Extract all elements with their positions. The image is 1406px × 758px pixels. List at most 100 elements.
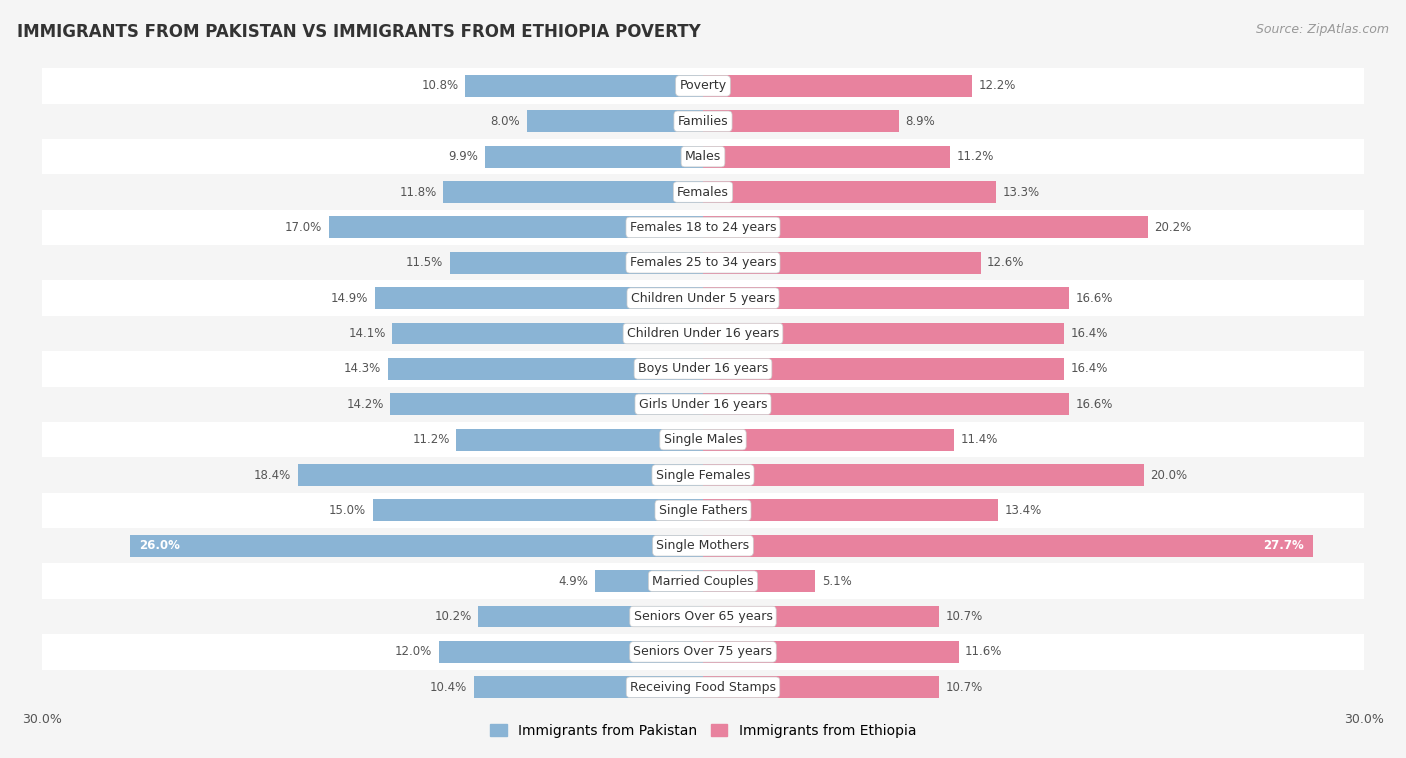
Text: 16.4%: 16.4% (1071, 362, 1108, 375)
Text: 10.8%: 10.8% (422, 80, 458, 92)
Bar (703, 75, 972, 97)
Text: Children Under 16 years: Children Under 16 years (627, 327, 779, 340)
Bar (42, 669, 1364, 705)
Bar (42, 634, 1364, 669)
Bar (703, 287, 1069, 309)
Text: 14.1%: 14.1% (349, 327, 385, 340)
Text: 13.4%: 13.4% (1005, 504, 1042, 517)
Text: 15.0%: 15.0% (329, 504, 366, 517)
Text: 20.0%: 20.0% (1150, 468, 1187, 481)
Bar (42, 493, 1364, 528)
Bar (478, 606, 703, 628)
Text: Single Fathers: Single Fathers (659, 504, 747, 517)
Bar (703, 570, 815, 592)
Bar (375, 287, 703, 309)
Text: 11.5%: 11.5% (406, 256, 443, 269)
Text: 11.4%: 11.4% (960, 433, 998, 446)
Text: 10.4%: 10.4% (430, 681, 467, 694)
Text: 8.9%: 8.9% (905, 114, 935, 128)
Bar (443, 181, 703, 203)
Bar (373, 500, 703, 522)
Text: Girls Under 16 years: Girls Under 16 years (638, 398, 768, 411)
Bar (703, 464, 1143, 486)
Bar (595, 570, 703, 592)
Text: 16.6%: 16.6% (1076, 398, 1112, 411)
Text: Families: Families (678, 114, 728, 128)
Text: Children Under 5 years: Children Under 5 years (631, 292, 775, 305)
Text: 11.6%: 11.6% (965, 645, 1002, 659)
Bar (703, 323, 1064, 344)
Bar (388, 358, 703, 380)
Bar (703, 252, 980, 274)
Bar (703, 500, 998, 522)
Text: Poverty: Poverty (679, 80, 727, 92)
Text: 16.4%: 16.4% (1071, 327, 1108, 340)
Bar (42, 457, 1364, 493)
Bar (42, 245, 1364, 280)
Text: 11.2%: 11.2% (412, 433, 450, 446)
Text: Boys Under 16 years: Boys Under 16 years (638, 362, 768, 375)
Text: Single Females: Single Females (655, 468, 751, 481)
Text: 11.8%: 11.8% (399, 186, 436, 199)
Bar (703, 676, 939, 698)
Bar (450, 252, 703, 274)
Text: 13.3%: 13.3% (1002, 186, 1039, 199)
Bar (42, 280, 1364, 316)
Bar (527, 111, 703, 132)
Bar (131, 535, 703, 556)
Bar (42, 210, 1364, 245)
Text: 11.2%: 11.2% (956, 150, 994, 163)
Bar (329, 217, 703, 238)
Bar (703, 111, 898, 132)
Text: 12.2%: 12.2% (979, 80, 1015, 92)
Text: Females: Females (678, 186, 728, 199)
Text: Females 25 to 34 years: Females 25 to 34 years (630, 256, 776, 269)
Text: 14.3%: 14.3% (344, 362, 381, 375)
Bar (42, 563, 1364, 599)
Text: 14.2%: 14.2% (346, 398, 384, 411)
Bar (703, 393, 1069, 415)
Bar (42, 139, 1364, 174)
Bar (703, 181, 995, 203)
Bar (703, 146, 949, 168)
Bar (457, 429, 703, 450)
Text: Source: ZipAtlas.com: Source: ZipAtlas.com (1256, 23, 1389, 36)
Bar (703, 606, 939, 628)
Text: 27.7%: 27.7% (1264, 539, 1305, 553)
Bar (439, 641, 703, 662)
Text: IMMIGRANTS FROM PAKISTAN VS IMMIGRANTS FROM ETHIOPIA POVERTY: IMMIGRANTS FROM PAKISTAN VS IMMIGRANTS F… (17, 23, 700, 41)
Bar (485, 146, 703, 168)
Text: Males: Males (685, 150, 721, 163)
Bar (42, 351, 1364, 387)
Text: 12.6%: 12.6% (987, 256, 1025, 269)
Bar (298, 464, 703, 486)
Bar (42, 104, 1364, 139)
Bar (42, 528, 1364, 563)
Bar (703, 217, 1147, 238)
Text: 10.2%: 10.2% (434, 610, 471, 623)
Bar (474, 676, 703, 698)
Text: 16.6%: 16.6% (1076, 292, 1112, 305)
Text: Single Mothers: Single Mothers (657, 539, 749, 553)
Text: 17.0%: 17.0% (284, 221, 322, 234)
Text: 8.0%: 8.0% (491, 114, 520, 128)
Text: 9.9%: 9.9% (449, 150, 478, 163)
Bar (703, 358, 1064, 380)
Bar (42, 316, 1364, 351)
Text: Seniors Over 65 years: Seniors Over 65 years (634, 610, 772, 623)
Text: 20.2%: 20.2% (1154, 221, 1192, 234)
Text: Receiving Food Stamps: Receiving Food Stamps (630, 681, 776, 694)
Text: 18.4%: 18.4% (254, 468, 291, 481)
Text: 26.0%: 26.0% (139, 539, 180, 553)
Bar (703, 429, 955, 450)
Bar (42, 68, 1364, 104)
Text: Females 18 to 24 years: Females 18 to 24 years (630, 221, 776, 234)
Text: 10.7%: 10.7% (945, 610, 983, 623)
Text: 12.0%: 12.0% (395, 645, 432, 659)
Bar (42, 599, 1364, 634)
Bar (391, 393, 703, 415)
Text: Married Couples: Married Couples (652, 575, 754, 587)
Legend: Immigrants from Pakistan, Immigrants from Ethiopia: Immigrants from Pakistan, Immigrants fro… (485, 718, 921, 743)
Text: 14.9%: 14.9% (330, 292, 368, 305)
Bar (703, 535, 1313, 556)
